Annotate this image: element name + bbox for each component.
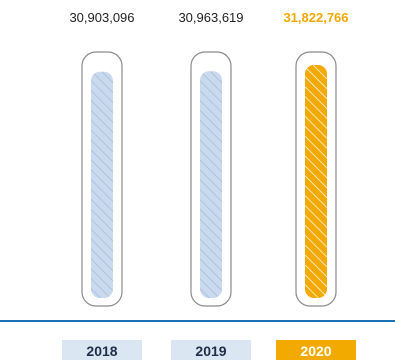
bar-2019	[200, 71, 222, 298]
category-label-2018: 2018	[86, 343, 117, 359]
value-label-2018: 30,903,096	[69, 10, 134, 25]
bar-2020	[305, 64, 327, 298]
category-label-2020: 2020	[300, 343, 331, 359]
category-box-2019	[171, 340, 251, 360]
bar-2018	[91, 71, 113, 299]
category-box-2018	[62, 340, 142, 360]
value-label-2019: 30,963,619	[178, 10, 243, 25]
category-box-2020	[276, 340, 356, 360]
category-label-2019: 2019	[195, 343, 226, 359]
value-label-2020: 31,822,766	[283, 10, 348, 25]
